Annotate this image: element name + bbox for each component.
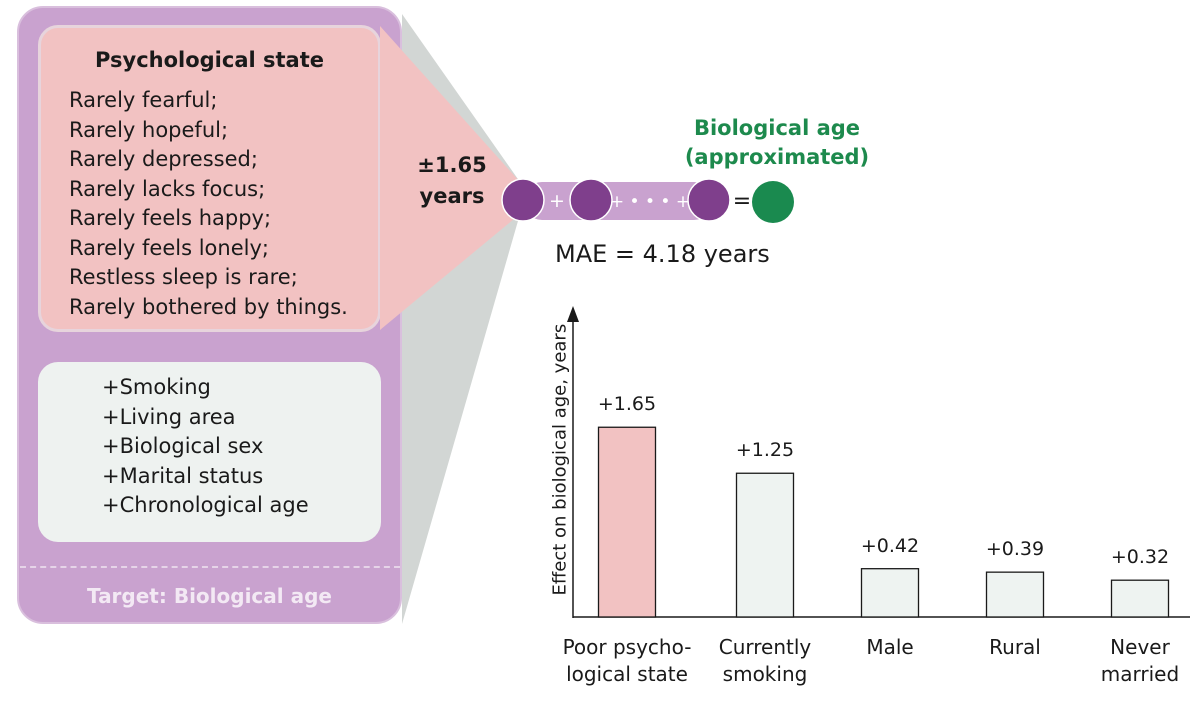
effect-value: ±1.65	[417, 153, 487, 177]
x-tick-label: Rural	[950, 634, 1080, 661]
mae-text: MAE = 4.18 years	[555, 240, 770, 268]
x-tick-label-line: logical state	[566, 662, 688, 686]
input-circle-2	[569, 178, 613, 222]
psych-item: Restless sleep is rare;	[69, 265, 298, 289]
psych-item: Rarely hopeful;	[69, 117, 229, 142]
bar-value-label: +1.65	[597, 393, 657, 416]
psych-item: Rarely bothered by things.	[69, 294, 348, 319]
covariates-box: +Smoking +Living area +Biological sex +M…	[38, 362, 381, 542]
pink-funnel	[380, 26, 520, 330]
covariate-item: +Chronological age	[102, 493, 309, 517]
bar	[860, 568, 920, 618]
biological-age-line2: (approximated)	[684, 145, 870, 169]
covariate-item: +Biological sex	[102, 434, 264, 458]
psych-item: Rarely lacks focus;	[69, 176, 266, 201]
x-tick-label: Currently smoking	[700, 634, 830, 688]
x-tick-label-line: Male	[866, 635, 914, 659]
y-axis-arrow	[567, 306, 579, 322]
bar	[735, 472, 795, 618]
formula-bar	[523, 182, 713, 220]
x-tick-label-line: married	[1100, 662, 1180, 686]
bar-value-label: +0.32	[1110, 546, 1170, 569]
x-tick-label: Male	[825, 634, 955, 661]
psychological-state-title: Psychological state	[94, 48, 324, 72]
input-circle-n	[687, 178, 731, 222]
bar-value-label: +1.25	[735, 439, 795, 462]
psych-item: Rarely depressed;	[69, 147, 258, 171]
bar-group	[597, 426, 1170, 618]
bar	[1110, 579, 1170, 618]
x-tick-label-line: smoking	[722, 662, 808, 686]
effect-annotation: ±1.65 years	[410, 150, 494, 212]
x-tick-label-line: Never	[1110, 635, 1170, 659]
psychological-state-list: Rarely fearful; Rarely hopeful; Rarely d…	[69, 86, 348, 322]
biological-age-label: Biological age (approximated)	[672, 114, 882, 172]
bar	[597, 426, 657, 618]
bar	[985, 571, 1045, 618]
covariates-list: +Smoking +Living area +Biological sex +M…	[102, 373, 309, 521]
plus-symbol: +	[549, 190, 565, 212]
covariate-item: +Living area	[102, 404, 236, 429]
psych-item: Rarely feels happy;	[69, 206, 272, 230]
psych-item: Rarely feels lonely;	[69, 235, 269, 260]
biological-age-line1: Biological age	[693, 116, 861, 140]
psychological-state-box: Psychological state Rarely fearful; Rare…	[38, 25, 381, 332]
x-tick-label: Poor psycho-logical state	[562, 634, 692, 688]
y-axis-label: Effect on biological age, years	[549, 323, 571, 596]
x-tick-label-line: Poor psycho-	[562, 635, 692, 659]
psych-item: Rarely fearful;	[69, 88, 218, 112]
output-circle	[752, 181, 794, 223]
x-tick-label: Never married	[1075, 634, 1200, 688]
x-tick-label-line: Rural	[989, 635, 1041, 659]
bar-value-label: +0.42	[860, 534, 920, 557]
covariate-item: +Smoking	[102, 375, 211, 399]
covariate-item: +Marital status	[102, 463, 264, 488]
bar-value-label: +0.39	[985, 538, 1045, 561]
equals-symbol: =	[733, 189, 751, 214]
target-label: Target: Biological age	[87, 584, 332, 608]
panel-divider	[20, 566, 400, 568]
effect-unit: years	[419, 184, 485, 208]
input-circle-1	[501, 178, 545, 222]
ellipsis-symbol: + • • • +	[610, 192, 690, 212]
x-tick-label-line: Currently	[718, 635, 812, 659]
